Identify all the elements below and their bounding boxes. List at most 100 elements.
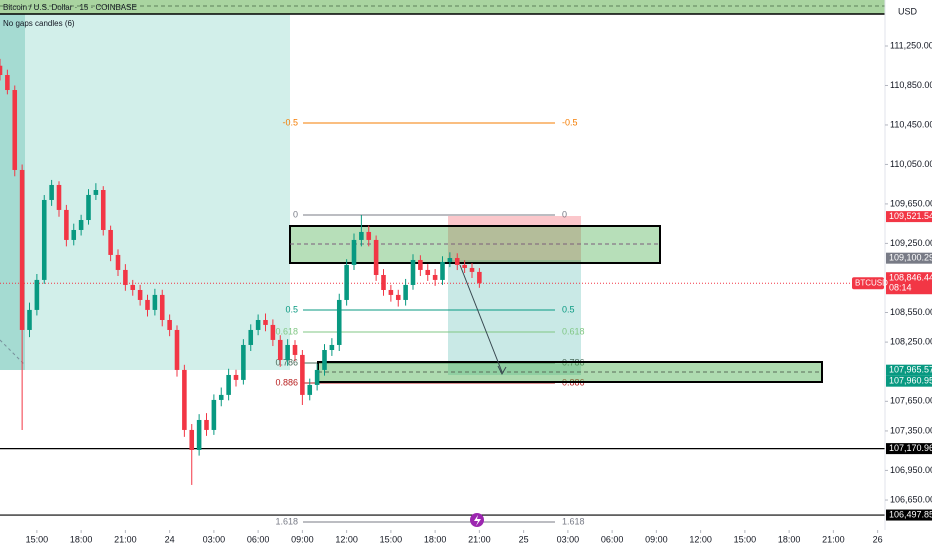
price-badge-label: 107,170.96 xyxy=(889,443,932,453)
candle-body xyxy=(314,369,320,385)
candle-body xyxy=(403,284,408,300)
price-badge-label: 109,521.54 xyxy=(889,211,932,221)
x-tick-label: 18:00 xyxy=(70,534,93,544)
time-axis xyxy=(0,530,932,550)
candle-body xyxy=(322,350,327,370)
candle-body xyxy=(440,261,445,280)
y-tick-label: 106,650.00 xyxy=(890,494,932,504)
candle-body xyxy=(108,229,113,255)
candle-body xyxy=(277,339,283,360)
stop-zone xyxy=(448,216,581,263)
candle-body xyxy=(218,394,224,400)
candle-body xyxy=(336,299,342,345)
fib-label-right: 0 xyxy=(562,209,567,219)
candle-body xyxy=(41,199,47,280)
price-badge xyxy=(886,509,932,521)
y-tick-label: 108,250.00 xyxy=(890,336,932,346)
fib-label-left: 0.618 xyxy=(275,326,298,336)
x-tick-label: 12:00 xyxy=(335,534,358,544)
x-tick-label: 03:00 xyxy=(203,534,226,544)
projection-arrow xyxy=(459,264,503,373)
price-badge-label: 106,497.85 xyxy=(889,509,932,519)
y-tick-label: 109,250.00 xyxy=(890,238,932,248)
fib-label-left: 1.618 xyxy=(275,516,298,526)
price-badge xyxy=(886,272,932,295)
candle-body xyxy=(86,194,91,221)
candle-body xyxy=(270,324,276,340)
price-badge xyxy=(886,443,932,455)
candle-body xyxy=(477,271,482,284)
y-tick-label: 109,650.00 xyxy=(890,198,932,208)
x-tick-label: 03:00 xyxy=(557,534,580,544)
price-badge xyxy=(886,364,932,376)
candle-body xyxy=(34,279,40,310)
candle-body xyxy=(159,294,165,320)
price-badge xyxy=(886,252,932,264)
candle-body xyxy=(241,344,246,380)
x-tick-label: 15:00 xyxy=(380,534,403,544)
chart-title: Bitcoin / U.S. Dollar · 15 · COINBASE xyxy=(3,3,137,12)
candle-body xyxy=(49,184,54,200)
y-tick-label: 107,650.00 xyxy=(890,396,932,406)
candle-body xyxy=(137,289,143,300)
x-tick-label: 21:00 xyxy=(114,534,137,544)
candle-body xyxy=(145,299,150,310)
fib-label-right: 0.618 xyxy=(562,326,585,336)
candle-body xyxy=(19,169,25,330)
candle-body xyxy=(462,264,467,268)
countdown-label: 08:14 xyxy=(889,283,912,293)
y-tick-label: 110,450.00 xyxy=(890,119,932,129)
y-tick-label: 107,350.00 xyxy=(890,425,932,435)
candle-body xyxy=(27,309,32,330)
position-zone xyxy=(25,0,290,370)
fib-label-right: 1.618 xyxy=(562,516,585,526)
x-tick-label: 26 xyxy=(873,534,883,544)
candle-body xyxy=(447,258,453,262)
candle-body xyxy=(233,374,239,380)
fib-label-left: 0.786 xyxy=(275,357,298,367)
x-tick-label: 18:00 xyxy=(424,534,447,544)
fib-label-left: 0.886 xyxy=(275,377,298,387)
y-tick-label: 110,050.00 xyxy=(890,159,932,169)
x-tick-label: 15:00 xyxy=(26,534,49,544)
candle-body xyxy=(64,209,69,240)
candle-body xyxy=(174,329,180,370)
candle-body xyxy=(248,329,254,345)
x-tick-label: 06:00 xyxy=(247,534,270,544)
top-zone xyxy=(0,0,885,14)
candle-body xyxy=(255,319,261,330)
candle-body xyxy=(329,344,335,350)
price-badges: 109,521.54 109,100.29 108,846.4408:14BTCUS… xyxy=(852,211,932,521)
price-lines xyxy=(0,282,885,516)
candle-body xyxy=(12,90,18,170)
fib-label-right: -0.5 xyxy=(562,117,578,127)
candle-body xyxy=(469,267,475,272)
currency-label: USD xyxy=(898,6,918,16)
price-badge xyxy=(886,211,932,223)
candles xyxy=(0,58,482,485)
x-tick-label: 09:00 xyxy=(291,534,314,544)
axes: 111,250.00 110,850.00 110,450.00 110,050.00… xyxy=(26,40,932,544)
candle-body xyxy=(115,254,121,270)
candle-body xyxy=(167,319,172,330)
x-tick-label: 21:00 xyxy=(822,534,845,544)
candle-body xyxy=(263,319,268,325)
candle-body xyxy=(307,384,313,395)
candle-body xyxy=(388,289,394,295)
candle-body xyxy=(395,294,401,300)
arrow-head xyxy=(497,365,507,376)
target-zone xyxy=(448,260,581,375)
fib-label-left: 0.5 xyxy=(285,304,298,314)
x-tick-label: 06:00 xyxy=(601,534,624,544)
candle-body xyxy=(211,399,217,430)
chart-subtitle: No gaps candles (6) xyxy=(3,19,75,28)
candle-body xyxy=(418,259,423,270)
y-tick-label: 106,950.00 xyxy=(890,465,932,475)
fib-label-right: 0.5 xyxy=(562,304,575,314)
x-tick-label: 21:00 xyxy=(468,534,491,544)
candle-body xyxy=(300,354,305,395)
x-tick-label: 15:00 xyxy=(734,534,757,544)
candle-body xyxy=(189,429,195,450)
candle-body xyxy=(410,259,416,285)
